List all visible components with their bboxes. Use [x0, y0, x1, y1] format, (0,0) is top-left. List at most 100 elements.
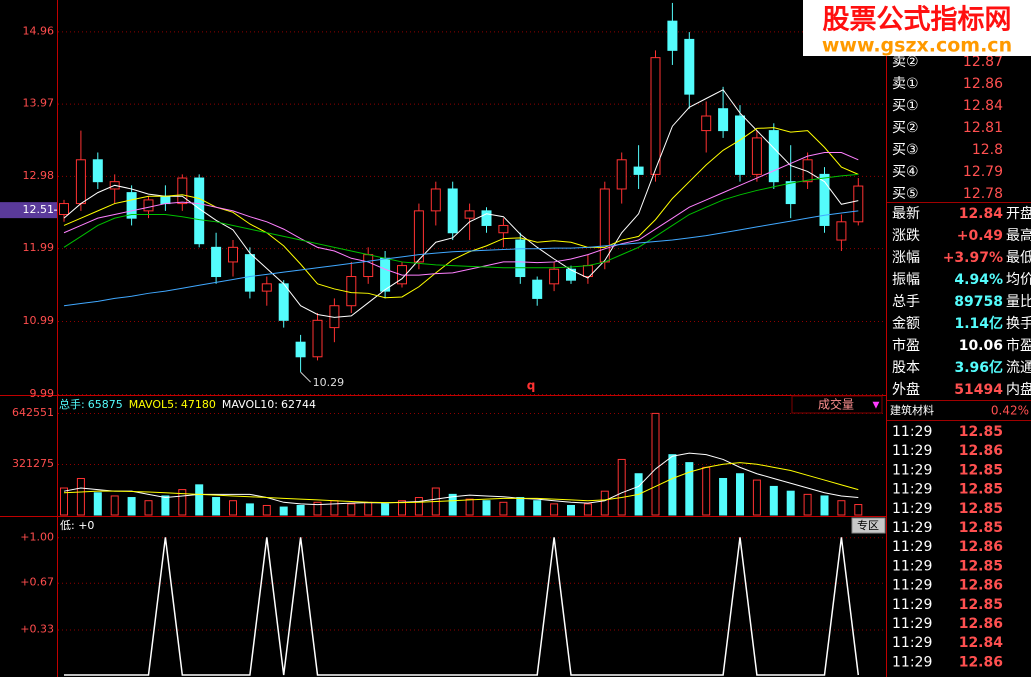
candle-body [599, 188, 610, 263]
candle-body [566, 268, 576, 281]
candle-body [819, 173, 830, 226]
stat-value: 3.96亿 [954, 359, 1003, 376]
volume-bar [567, 504, 575, 516]
volume-bar [127, 497, 136, 516]
candle-body [633, 166, 644, 175]
candle-body [785, 181, 796, 205]
stat-value: +3.97% [943, 250, 1003, 266]
tick-time: 11:29 [892, 443, 932, 459]
order-price: 12.78 [963, 186, 1003, 202]
order-price: 12.8 [972, 142, 1003, 158]
stat-right-label: 开盘 [1006, 205, 1031, 222]
stat-right-label: 量比 [1006, 294, 1031, 310]
candle-body [616, 159, 627, 190]
tick-time: 11:29 [892, 501, 932, 517]
tick-time: 11:29 [892, 635, 932, 651]
indicator-button[interactable] [791, 395, 883, 414]
volume-bar [820, 495, 829, 516]
candle-body [346, 276, 357, 307]
y-tick-label: +0.33 [20, 623, 54, 636]
volume-bar [533, 500, 542, 516]
tick-price: 12.85 [959, 462, 1003, 478]
tick-price: 12.86 [959, 578, 1003, 594]
tick-time: 11:29 [892, 616, 932, 632]
candle-body [312, 319, 323, 358]
order-price: 12.81 [963, 120, 1003, 136]
candle-body [194, 177, 205, 245]
volume-bar [364, 501, 373, 516]
stat-value: 12.84 [959, 206, 1004, 222]
volume-bar [854, 504, 863, 516]
volume-bar [144, 500, 153, 516]
stat-right-label: 流通 [1006, 360, 1031, 376]
stat-value: 89758 [954, 294, 1003, 310]
y-tick-label: 321275 [12, 457, 54, 470]
y-tick-label: +1.00 [20, 530, 54, 543]
y-tick-label: 9.99 [30, 387, 55, 400]
tick-time: 11:29 [892, 462, 932, 478]
tick-price: 12.86 [959, 654, 1003, 670]
order-label: 买① [892, 98, 919, 114]
tick-time: 11:29 [892, 558, 932, 574]
candle-body [177, 177, 188, 205]
tick-price: 12.85 [959, 597, 1003, 613]
stat-label: 涨跌 [892, 228, 920, 244]
candle-body [802, 159, 813, 183]
volume-bar [448, 493, 457, 516]
order-label: 买② [892, 120, 919, 136]
moving-average-line [63, 127, 859, 299]
volume-bar [685, 462, 694, 516]
candle-body [650, 57, 661, 175]
candle-body [380, 257, 391, 292]
candle-body [718, 108, 729, 132]
volume-bar [550, 503, 559, 516]
candle-body [244, 254, 255, 292]
volume-bar [262, 504, 271, 516]
stat-value: 4.94% [954, 272, 1003, 288]
volume-bar [110, 495, 119, 516]
price-cursor-label: 12.51 [23, 203, 55, 216]
order-label: 卖② [892, 54, 919, 70]
stat-value: 51494 [954, 382, 1003, 398]
stat-label: 最新 [892, 206, 920, 222]
moving-average-line [63, 210, 859, 307]
candle-body [295, 341, 306, 358]
tick-price: 12.86 [959, 539, 1003, 555]
candle-body [430, 188, 441, 212]
volume-bar [414, 497, 423, 516]
volume-bar [668, 454, 677, 516]
candle-body [853, 185, 864, 223]
moving-average-line [63, 151, 859, 276]
volume-bar [161, 495, 170, 516]
volume-bar [229, 500, 237, 516]
candle-body [143, 199, 154, 212]
volume-bar [279, 506, 288, 516]
indicator-button-label: 成交量 [818, 397, 854, 412]
header-label: 总手: [59, 397, 85, 411]
low-marker-label: 10.29 [313, 376, 345, 389]
stat-label: 振幅 [892, 272, 920, 288]
tick-time: 11:29 [892, 520, 932, 536]
tick-time: 11:29 [892, 597, 932, 613]
zone-button[interactable] [851, 517, 886, 534]
candle-body [751, 137, 762, 175]
stat-right-label: 均价 [1006, 272, 1031, 288]
volume-bar [313, 501, 322, 516]
volume-bar [347, 503, 356, 516]
volume-bar [736, 473, 744, 516]
volume-bar [398, 500, 406, 516]
stat-label: 涨幅 [892, 250, 920, 266]
watermark-title: 股票公式指标网 [823, 5, 1012, 36]
indicator-title: 低: +0 [60, 519, 94, 532]
stat-right-label: 换手 [1006, 315, 1031, 332]
stat-label: 市盈 [892, 337, 920, 354]
tick-price: 12.86 [959, 616, 1003, 632]
volume-bar [769, 485, 778, 516]
candle-body [768, 130, 779, 183]
tick-price: 12.86 [959, 443, 1003, 459]
watermark-url: www.gszx.com.cn [822, 35, 1012, 57]
candle-body [684, 38, 695, 95]
stat-label: 外盘 [892, 381, 920, 398]
volume-bar [803, 493, 812, 516]
volume-average-line [63, 462, 859, 504]
